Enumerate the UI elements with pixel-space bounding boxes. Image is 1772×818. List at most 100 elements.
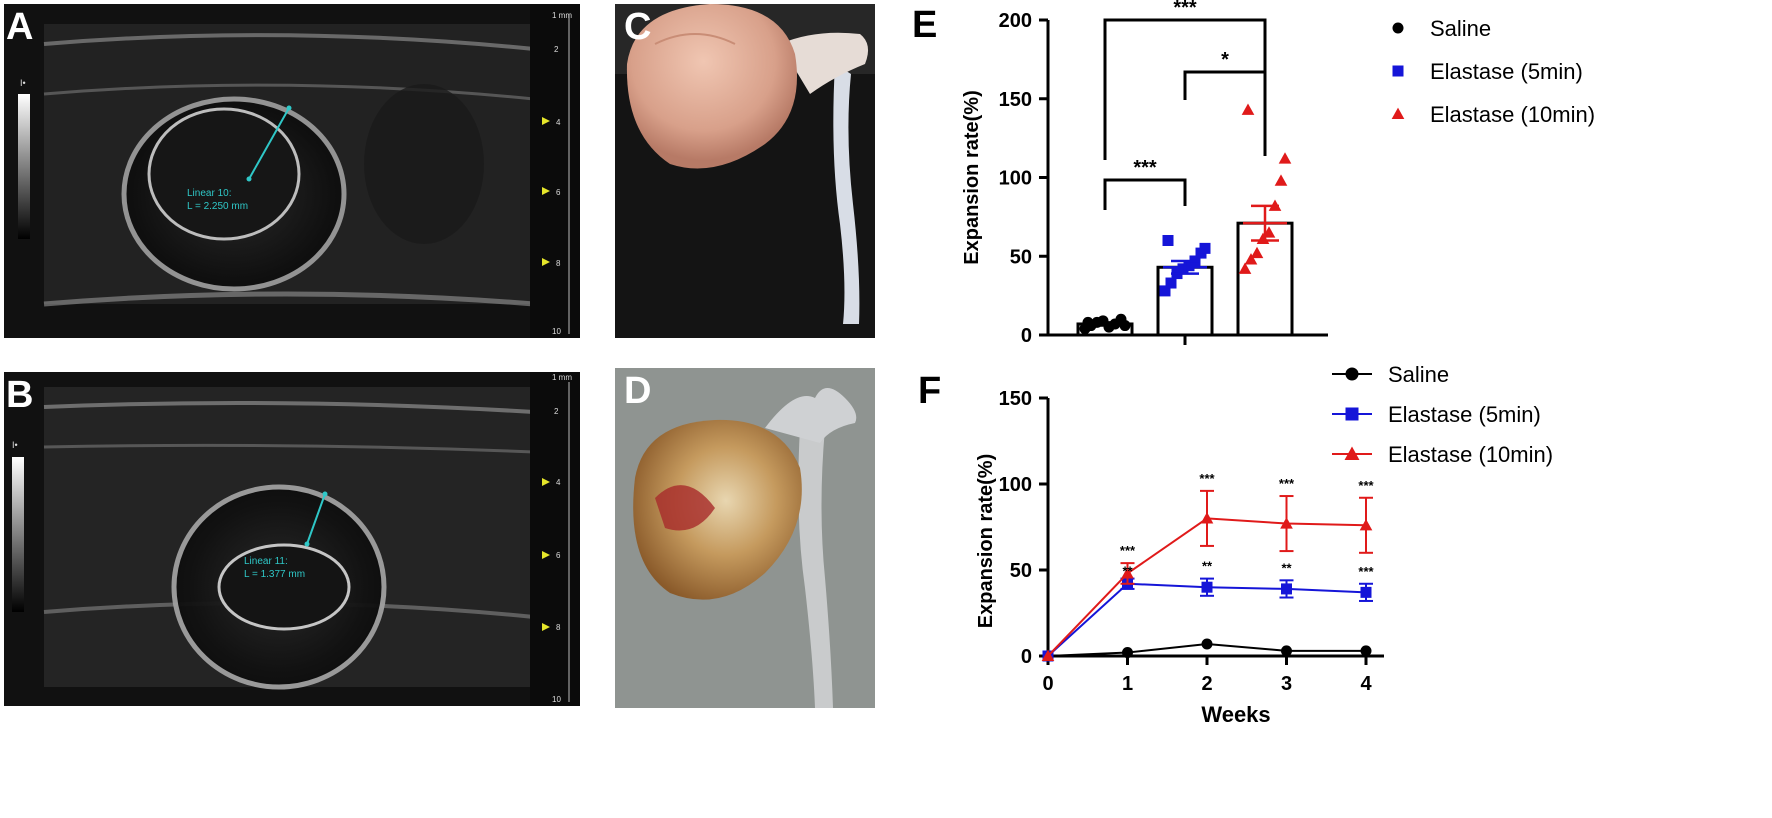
significance-label: *** bbox=[1358, 478, 1374, 493]
depth-marker-icon bbox=[542, 478, 550, 486]
legend-label: Elastase (10min) bbox=[1430, 102, 1595, 127]
heart-d-drawing bbox=[615, 368, 875, 708]
depth-marker-icon bbox=[542, 551, 550, 559]
data-point bbox=[1244, 253, 1258, 265]
x-tick-label: 0 bbox=[1042, 673, 1053, 695]
data-point bbox=[1159, 285, 1171, 297]
significance-label: *** bbox=[1120, 543, 1136, 558]
ultrasound-image-b: I• Linear 11: L = 1.377 mm 1 mm 2 4 6 8 … bbox=[4, 372, 580, 706]
panel-letter-c: C bbox=[624, 6, 652, 48]
depth-marker-icon bbox=[542, 258, 550, 266]
measurement-endpoint bbox=[322, 491, 328, 497]
ultrasound-image-a: I• Linear 10: L = 2.250 mm 1 mm 2 4 6 8 … bbox=[4, 4, 580, 338]
data-point bbox=[1165, 277, 1177, 289]
data-point bbox=[1122, 647, 1133, 659]
depth-tick-label: 2 bbox=[554, 45, 559, 54]
legend-marker bbox=[1391, 107, 1405, 120]
measurement-label-a-2: L = 2.250 mm bbox=[187, 201, 248, 212]
bar bbox=[1156, 265, 1214, 337]
data-point bbox=[1200, 512, 1214, 524]
data-point bbox=[1041, 649, 1055, 662]
measurement-label-b-1: Linear 11: bbox=[244, 556, 288, 567]
legend-label: Saline bbox=[1388, 362, 1449, 387]
data-point bbox=[1238, 262, 1252, 274]
data-point bbox=[1183, 260, 1195, 272]
data-point bbox=[1280, 517, 1293, 529]
measurement-endpoint bbox=[246, 176, 252, 182]
legend-marker bbox=[1345, 367, 1359, 381]
significance-bracket bbox=[1103, 178, 1187, 210]
depth-tick-label: 4 bbox=[556, 118, 561, 127]
photo-heart-d bbox=[615, 368, 875, 708]
data-point bbox=[1281, 583, 1292, 595]
depth-unit-label: 1 mm bbox=[552, 11, 572, 20]
y-tick-label: 100 bbox=[999, 168, 1032, 190]
y-tick-label: 150 bbox=[999, 89, 1032, 111]
measurement-label-b-2: L = 1.377 mm bbox=[244, 569, 305, 580]
panel-letter-f: F bbox=[918, 370, 942, 412]
data-point bbox=[1359, 518, 1373, 531]
data-point bbox=[1177, 263, 1189, 275]
depth-tick-label: 8 bbox=[556, 259, 561, 268]
significance-label: *** bbox=[1279, 476, 1295, 491]
legend-label: Elastase (5min) bbox=[1430, 59, 1583, 84]
depth-tick-label: 6 bbox=[556, 188, 561, 197]
significance-label: ** bbox=[1122, 563, 1133, 578]
depth-tick-label: 8 bbox=[556, 623, 561, 632]
x-tick-label: 2 bbox=[1201, 673, 1212, 695]
panel-letter-e: E bbox=[912, 4, 938, 46]
measurement-endpoint bbox=[304, 541, 310, 547]
depth-marker-icon bbox=[542, 623, 550, 631]
y-axis-label: Expansion rate(%) bbox=[961, 90, 983, 264]
x-tick-label: 4 bbox=[1360, 673, 1372, 695]
legend-marker bbox=[1392, 22, 1404, 34]
measurement-line-a bbox=[248, 107, 290, 180]
depth-marker-icon bbox=[542, 117, 550, 125]
x-axis-label: Weeks bbox=[1201, 702, 1270, 727]
data-point bbox=[1274, 174, 1288, 186]
photo-heart-c bbox=[615, 4, 875, 338]
significance-label: *** bbox=[1358, 564, 1374, 579]
legend-label: Elastase (5min) bbox=[1388, 402, 1541, 427]
significance-label: * bbox=[1221, 49, 1229, 71]
depth-tick-label: 4 bbox=[556, 478, 561, 487]
panel-letter-a: A bbox=[6, 6, 34, 48]
y-tick-label: 50 bbox=[1010, 246, 1032, 268]
data-point bbox=[1162, 235, 1174, 246]
significance-label: *** bbox=[1133, 157, 1157, 179]
depth-tick-label: 2 bbox=[554, 407, 559, 416]
ultrasound-b-drawing: I• Linear 11: L = 1.377 mm 1 mm 2 4 6 8 … bbox=[4, 372, 580, 706]
data-point bbox=[1281, 645, 1292, 657]
measurement-endpoint bbox=[286, 105, 292, 111]
depth-marker-icon bbox=[542, 187, 550, 195]
ultrasound-a-drawing: I• Linear 10: L = 2.250 mm 1 mm 2 4 6 8 … bbox=[4, 4, 580, 338]
depth-tick-label: 10 bbox=[552, 695, 561, 704]
y-axis-label: Expansion rate(%) bbox=[975, 454, 997, 628]
significance-label: *** bbox=[1199, 471, 1215, 486]
data-point bbox=[1121, 567, 1134, 579]
data-point bbox=[1201, 638, 1213, 650]
y-tick-label: 50 bbox=[1010, 560, 1032, 582]
legend-label: Elastase (10min) bbox=[1388, 442, 1553, 467]
legend-marker bbox=[1345, 407, 1359, 421]
y-tick-label: 0 bbox=[1021, 646, 1032, 668]
panel-letter-b: B bbox=[6, 374, 34, 416]
significance-label: *** bbox=[1173, 0, 1197, 19]
legend-marker bbox=[1344, 446, 1360, 460]
heart-c-drawing bbox=[615, 4, 875, 338]
legend-label: Saline bbox=[1430, 16, 1491, 41]
data-point bbox=[1250, 246, 1264, 259]
x-tick-label: 3 bbox=[1281, 673, 1292, 695]
svg-text:I•: I• bbox=[20, 78, 26, 88]
y-tick-label: 100 bbox=[999, 474, 1032, 496]
data-point bbox=[1241, 103, 1255, 115]
legend-marker bbox=[1392, 65, 1404, 77]
data-point bbox=[1360, 586, 1372, 598]
significance-label: ** bbox=[1281, 560, 1292, 575]
svg-text:I•: I• bbox=[12, 440, 18, 450]
y-tick-label: 0 bbox=[1021, 325, 1032, 347]
data-point bbox=[1119, 320, 1131, 332]
data-point bbox=[1199, 242, 1211, 254]
